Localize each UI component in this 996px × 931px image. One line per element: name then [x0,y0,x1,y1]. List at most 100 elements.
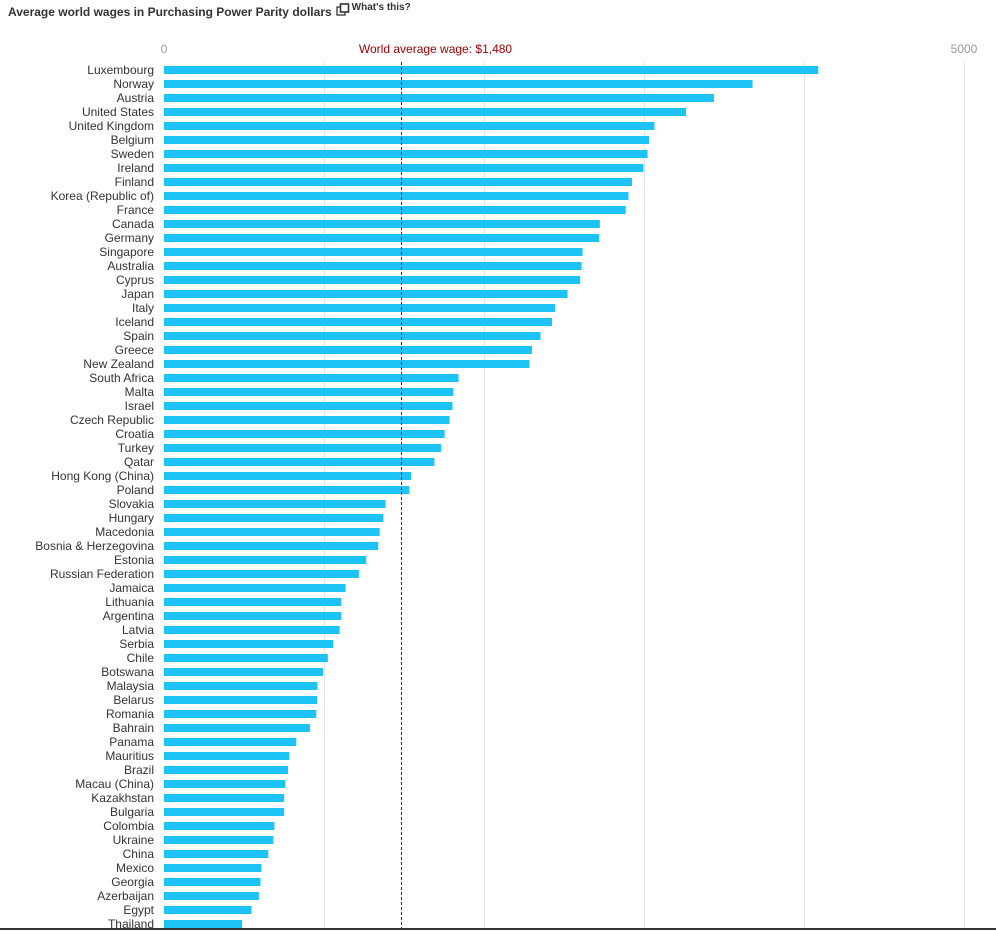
bar[interactable] [164,374,459,382]
bar[interactable] [164,136,649,144]
bar[interactable] [164,360,530,368]
bar[interactable] [164,66,819,74]
category-label: Hungary [109,511,154,525]
category-label: Finland [115,175,154,189]
bar[interactable] [164,220,600,228]
bar[interactable] [164,668,324,676]
bar[interactable] [164,710,317,718]
category-label: Botswana [101,665,154,679]
bar[interactable] [164,892,259,900]
whats-this-link[interactable]: What's this? [351,2,411,13]
category-label: Mauritius [105,749,154,763]
bar[interactable] [164,724,310,732]
bar[interactable] [164,150,648,158]
bar[interactable] [164,584,346,592]
bar[interactable] [164,276,581,284]
bar[interactable] [164,164,644,172]
category-label: Poland [117,483,154,497]
chart-title: Average world wages in Purchasing Power … [8,5,332,19]
category-label: China [123,847,155,861]
bar[interactable] [164,402,453,410]
category-label: Belarus [113,693,154,707]
bar[interactable] [164,626,340,634]
bar[interactable] [164,528,380,536]
category-label: Singapore [99,245,154,259]
bar[interactable] [164,864,262,872]
bar[interactable] [164,444,442,452]
bar[interactable] [164,696,318,704]
bar[interactable] [164,906,252,914]
bar[interactable] [164,682,318,690]
bar[interactable] [164,192,629,200]
category-label: Spain [123,329,154,343]
category-label: Mexico [116,861,154,875]
reference-line-group: World average wage: $1,480 [359,42,513,928]
category-label: Serbia [119,637,154,651]
category-label: Cyprus [116,273,154,287]
bar[interactable] [164,836,274,844]
bar[interactable] [164,472,412,480]
bar[interactable] [164,542,379,550]
bar[interactable] [164,248,583,256]
category-label: Czech Republic [70,413,154,427]
category-label: Azerbaijan [97,889,154,903]
bar[interactable] [164,234,600,242]
category-label: Lithuania [105,595,154,609]
bar[interactable] [164,318,552,326]
x-axis-ticks: 0 5000 [161,42,978,56]
bar[interactable] [164,388,454,396]
bar[interactable] [164,598,342,606]
category-label: Greece [115,343,155,357]
bar[interactable] [164,346,532,354]
bar[interactable] [164,486,410,494]
category-label: Ireland [117,161,154,175]
bar[interactable] [164,262,582,270]
bar[interactable] [164,416,450,424]
bar[interactable] [164,108,687,116]
category-label: Slovakia [109,497,155,511]
category-label: Turkey [118,441,154,455]
category-label: Bosnia & Herzegovina [35,539,154,553]
bar[interactable] [164,206,626,214]
world-average-label: World average wage: $1,480 [359,42,513,56]
bar[interactable] [164,94,714,102]
category-label: New Zealand [83,357,154,371]
category-label: Kazakhstan [91,791,154,805]
bar[interactable] [164,290,568,298]
bar[interactable] [164,304,556,312]
bar[interactable] [164,878,261,886]
grid-lines [324,62,965,928]
bar[interactable] [164,850,269,858]
bar[interactable] [164,556,367,564]
bar[interactable] [164,640,334,648]
bar[interactable] [164,80,753,88]
bar[interactable] [164,920,243,928]
bar[interactable] [164,500,386,508]
bar[interactable] [164,822,275,830]
bar[interactable] [164,738,297,746]
bar[interactable] [164,654,328,662]
category-label: Ukraine [113,833,155,847]
bottom-divider [0,928,996,930]
bar[interactable] [164,570,359,578]
category-label: Belgium [111,133,154,147]
bar[interactable] [164,794,285,802]
bar[interactable] [164,458,435,466]
bar[interactable] [164,514,384,522]
category-label: United Kingdom [69,119,154,133]
bar[interactable] [164,122,655,130]
bar[interactable] [164,780,286,788]
bar[interactable] [164,178,632,186]
bar[interactable] [164,808,285,816]
bar[interactable] [164,752,290,760]
bar[interactable] [164,612,342,620]
bar[interactable] [164,766,288,774]
bar[interactable] [164,430,445,438]
category-label: Germany [105,231,154,245]
bar[interactable] [164,332,541,340]
category-label: France [117,203,155,217]
category-label: Sweden [111,147,154,161]
category-label: Israel [125,399,154,413]
popout-icon[interactable] [336,3,350,17]
